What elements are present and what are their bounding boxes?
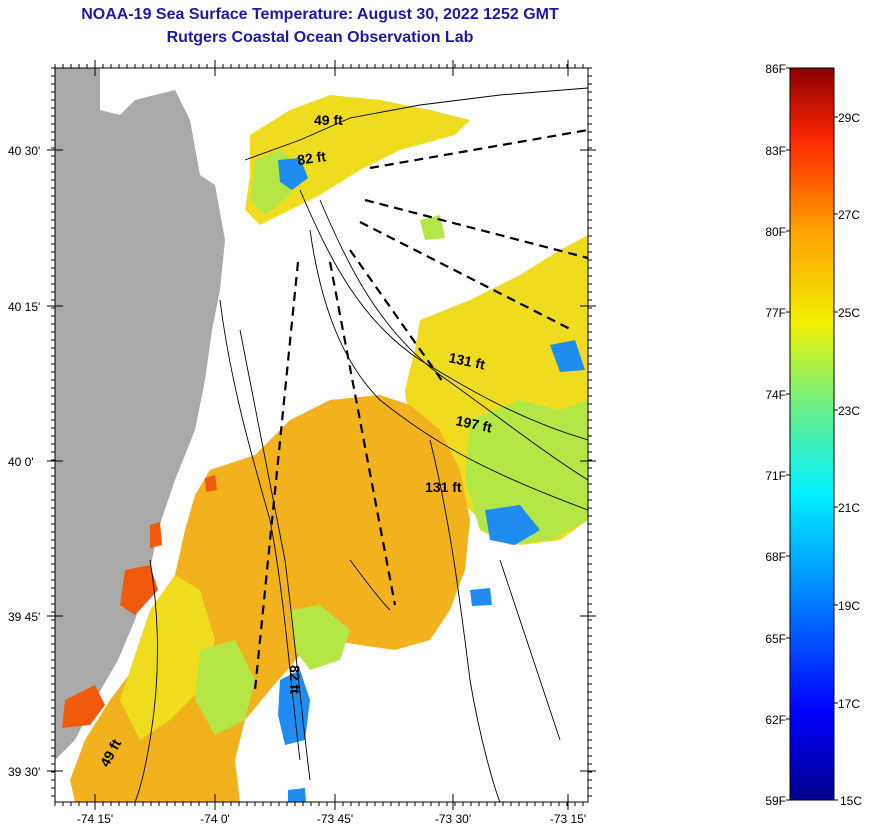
lat-label: 39 30' — [8, 765, 40, 779]
map-subtitle: Rutgers Coastal Ocean Observation Lab — [166, 29, 474, 46]
colorbar-c-label: 25C — [838, 306, 860, 320]
frame-ticks — [47, 60, 596, 810]
longitude-axis: -74 15' -74 0' -73 45' -73 30' -73 15' — [77, 812, 586, 826]
land-new-jersey — [55, 68, 225, 760]
colorbar-f-label: 68F — [765, 550, 786, 564]
colorbar-c-label: 15C — [840, 794, 862, 808]
lon-label: -73 30' — [435, 812, 471, 826]
lat-label: 40 0' — [8, 455, 34, 469]
depth-label: 82 ft — [287, 665, 303, 694]
colorbar-c-label: 17C — [838, 697, 860, 711]
colorbar-c-label: 27C — [838, 208, 860, 222]
colorbar-f-label: 74F — [765, 388, 786, 402]
lat-label: 40 15' — [8, 300, 40, 314]
lat-label: 39 45' — [8, 610, 40, 624]
colorbar-f-label: 86F — [765, 62, 786, 76]
colorbar-f-label: 71F — [765, 469, 786, 483]
latitude-axis: 40 30' 40 15' 40 0' 39 45' 39 30' — [8, 144, 40, 779]
shipping-lanes — [253, 128, 588, 691]
lon-label: -74 0' — [200, 812, 230, 826]
colorbar-c-label: 29C — [838, 111, 860, 125]
lon-label: -74 15' — [77, 812, 113, 826]
colorbar-c-label: 19C — [838, 599, 860, 613]
colorbar-f-label: 59F — [765, 794, 786, 808]
colorbar-f-label: 62F — [765, 713, 786, 727]
colorbar-f-label: 80F — [765, 225, 786, 239]
colorbar-c-label: 21C — [838, 501, 860, 515]
depth-label: 131 ft — [447, 349, 486, 372]
map-title: NOAA-19 Sea Surface Temperature: August … — [81, 6, 559, 23]
colorbar-f-label: 65F — [765, 632, 786, 646]
sst-overlay — [62, 95, 588, 802]
lat-label: 40 30' — [8, 144, 40, 158]
map-area: 49 ft 82 ft 131 ft 197 ft 131 ft 82 ft 4… — [55, 68, 588, 802]
map-frame — [54, 67, 589, 803]
lon-label: -73 15' — [550, 812, 586, 826]
depth-label: 197 ft — [454, 412, 493, 435]
lon-label: -73 45' — [317, 812, 353, 826]
depth-label: 131 ft — [425, 479, 462, 495]
temperature-colorbar: 86F 83F 80F 77F 74F 71F 68F 65F 62F 59F … — [765, 62, 862, 808]
bathymetry-contours — [134, 87, 588, 802]
depth-label: 49 ft — [314, 112, 343, 128]
colorbar-f-label: 83F — [765, 144, 786, 158]
colorbar-c-label: 23C — [838, 404, 860, 418]
depth-label: 82 ft — [296, 148, 327, 168]
colorbar-f-label: 77F — [765, 306, 786, 320]
